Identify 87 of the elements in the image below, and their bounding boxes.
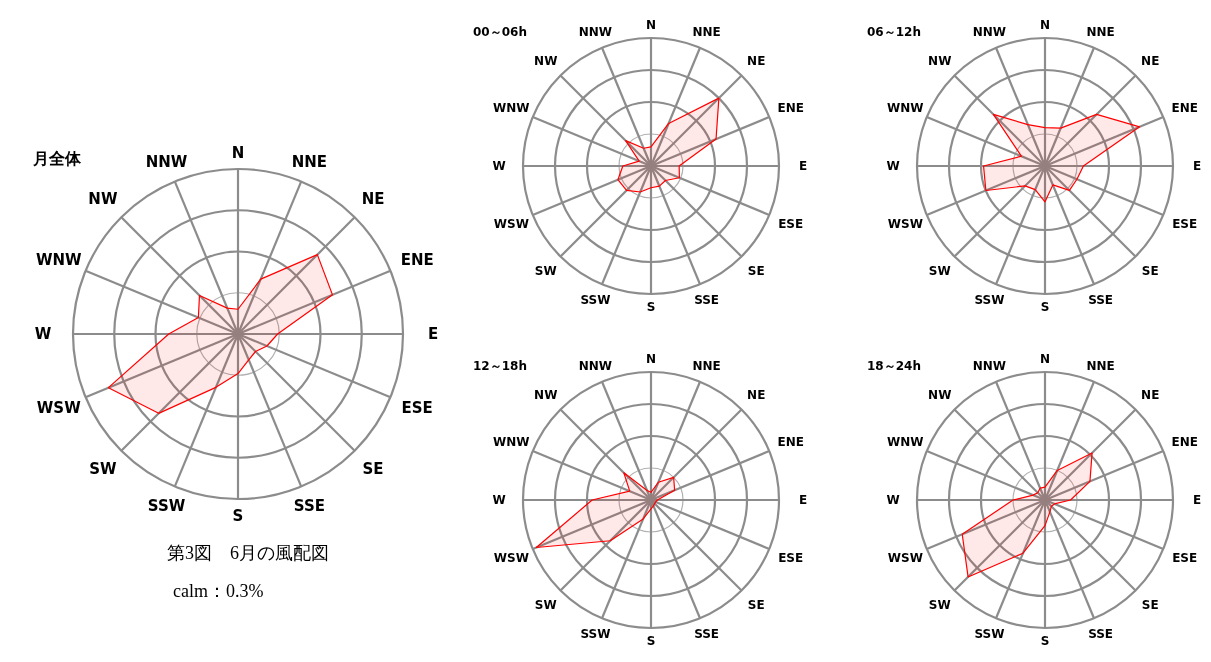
spoke-label: ENE xyxy=(777,101,804,116)
spoke-label: NNE xyxy=(1086,358,1115,373)
spoke-label: WSW xyxy=(493,216,529,231)
spoke-label: WSW xyxy=(887,550,923,565)
spoke-label: SE xyxy=(362,460,384,479)
spoke-label: WNW xyxy=(887,435,924,450)
spoke-label: SW xyxy=(928,598,951,613)
spoke-label: E xyxy=(1192,159,1202,173)
spoke-label: SSW xyxy=(974,293,1005,308)
spoke-label: E xyxy=(798,159,808,173)
spoke-label: NNE xyxy=(1086,24,1115,39)
chart-title: 18～24h xyxy=(867,359,921,373)
spoke-label: SE xyxy=(1141,264,1159,279)
spoke-label: WNW xyxy=(887,101,924,116)
spoke-label: N xyxy=(645,351,657,366)
spoke-label: S xyxy=(1040,634,1050,649)
spoke-label: WNW xyxy=(35,250,83,269)
spoke-label: NNW xyxy=(972,24,1007,39)
spoke-label: WSW xyxy=(887,216,923,231)
spoke-label: E xyxy=(798,493,808,507)
spoke-label: NW xyxy=(88,189,118,208)
spoke-label: WNW xyxy=(493,435,530,450)
spoke-label: S xyxy=(646,300,656,315)
spoke-label: SE xyxy=(1141,598,1159,613)
spoke-label: NW xyxy=(928,53,952,68)
chart-title: 12～18h xyxy=(473,359,527,373)
spoke-label: ESE xyxy=(778,550,804,565)
spoke-label: N xyxy=(645,17,657,32)
spoke-label: NW xyxy=(928,387,952,402)
spoke-label: SSW xyxy=(147,497,186,516)
spoke-label: NNW xyxy=(972,358,1007,373)
spoke-label: S xyxy=(1040,300,1050,315)
spoke-label: N xyxy=(1039,17,1051,32)
spoke-label: NNE xyxy=(692,24,721,39)
spoke-label: NNW xyxy=(145,152,188,171)
spoke-label: S xyxy=(232,506,244,525)
spoke-label: W xyxy=(886,493,900,507)
spoke-label: S xyxy=(646,634,656,649)
spoke-label: W xyxy=(34,325,52,343)
spoke-label: SSW xyxy=(580,293,611,308)
spoke-label: SSE xyxy=(293,497,326,516)
spoke-label: W xyxy=(492,493,506,507)
spoke-label: SW xyxy=(928,264,951,279)
spoke-label: ENE xyxy=(400,250,434,269)
spoke-label: NNE xyxy=(291,152,328,171)
spoke-label: W xyxy=(492,159,506,173)
spoke-label: WSW xyxy=(493,550,529,565)
spoke-label: E xyxy=(1192,493,1202,507)
spoke-label: NE xyxy=(747,387,766,402)
text: calm：0.3% xyxy=(173,581,264,601)
spoke-label: SE xyxy=(747,598,765,613)
spoke-label: SW xyxy=(534,264,557,279)
spoke-label: NNW xyxy=(578,24,613,39)
spoke-label: NW xyxy=(534,387,558,402)
spoke-label: SSE xyxy=(694,627,720,642)
spoke-label: WSW xyxy=(36,399,82,418)
spoke-label: NNW xyxy=(578,358,613,373)
spoke-label: ENE xyxy=(777,435,804,450)
spoke-label: SE xyxy=(747,264,765,279)
spoke-label: ENE xyxy=(1171,435,1198,450)
spoke-label: NW xyxy=(534,53,558,68)
spoke-label: NE xyxy=(1141,387,1160,402)
spoke-label: SSE xyxy=(694,293,720,308)
spoke-label: SW xyxy=(534,598,557,613)
spoke-label: E xyxy=(427,325,439,343)
spoke-label: N xyxy=(1039,351,1051,366)
spoke-label: ESE xyxy=(401,399,433,418)
spoke-label: N xyxy=(231,143,245,162)
spoke-label: SSW xyxy=(580,627,611,642)
spoke-label: SSW xyxy=(974,627,1005,642)
spoke-label: NE xyxy=(1141,53,1160,68)
spoke-label: W xyxy=(886,159,900,173)
spoke-label: NNE xyxy=(692,358,721,373)
spoke-label: WNW xyxy=(493,101,530,116)
spoke-label: SSE xyxy=(1088,627,1114,642)
chart-title: 00～06h xyxy=(473,25,527,39)
spoke-label: SW xyxy=(89,460,118,479)
spoke-label: NE xyxy=(747,53,766,68)
spoke-label: NE xyxy=(361,189,385,208)
chart-title: 月全体 xyxy=(32,149,82,168)
spoke-label: ENE xyxy=(1171,101,1198,116)
spoke-label: ESE xyxy=(778,216,804,231)
text: 第3図 6月の風配図 xyxy=(167,543,329,563)
spoke-label: ESE xyxy=(1172,550,1198,565)
spoke-label: SSE xyxy=(1088,293,1114,308)
spoke-label: ESE xyxy=(1172,216,1198,231)
chart-title: 06～12h xyxy=(867,25,921,39)
